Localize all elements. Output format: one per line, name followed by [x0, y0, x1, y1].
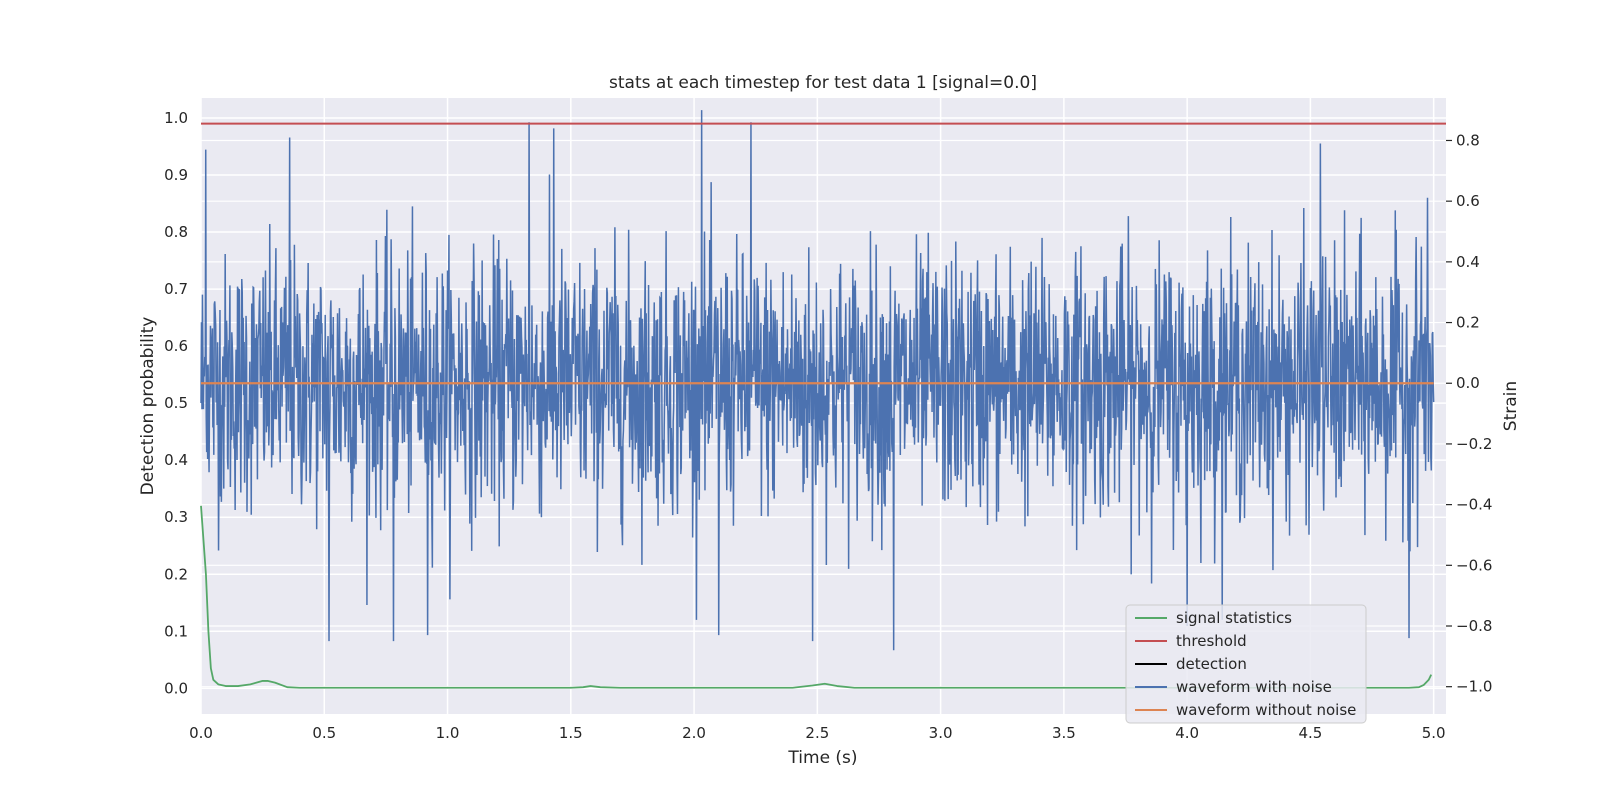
legend-label: waveform without noise [1176, 701, 1356, 719]
x-tick-label: 2.5 [805, 724, 829, 742]
y2-tick-label: 0.0 [1456, 374, 1480, 392]
y2-tick-label: 0.2 [1456, 314, 1480, 332]
legend-label: threshold [1176, 632, 1247, 650]
x-tick-label: 4.5 [1298, 724, 1322, 742]
y2-tick-label: −0.8 [1456, 617, 1492, 635]
y-tick-label: 1.0 [164, 109, 188, 127]
x-tick-label: 1.0 [436, 724, 460, 742]
x-tick-label: 5.0 [1422, 724, 1446, 742]
waveform-with-noise-line [200, 110, 1435, 651]
x-tick-label: 0.5 [312, 724, 336, 742]
y2-tick-label: 0.8 [1456, 131, 1480, 149]
y-tick-label: 0.0 [164, 679, 188, 697]
y2-axis-label: Strain [1501, 381, 1521, 431]
legend-label: detection [1176, 655, 1247, 673]
y2-tick-label: −1.0 [1456, 678, 1492, 696]
y-tick-label: 0.4 [164, 451, 188, 469]
y2-tick-label: 0.4 [1456, 253, 1480, 271]
legend-label: waveform with noise [1176, 678, 1332, 696]
legend-label: signal statistics [1176, 609, 1292, 627]
x-tick-label: 3.0 [929, 724, 953, 742]
y-tick-label: 0.6 [164, 337, 188, 355]
y2-tick-label: −0.6 [1456, 556, 1492, 574]
x-axis-label: Time (s) [787, 748, 857, 768]
legend: signal statistics threshold detection wavef… [1125, 604, 1367, 724]
y-axis-label: Detection probability [138, 317, 158, 496]
tick-labels: 0.0 0.5 1.0 1.5 2.0 2.5 3.0 3.5 4.0 4.5 5.0 0.0 0.1 0… [164, 109, 1492, 742]
y-tick-label: 0.9 [164, 166, 188, 184]
x-tick-label: 0.0 [189, 724, 213, 742]
chart-title: stats at each timestep for test data 1 [… [609, 73, 1037, 93]
y-tick-label: 0.7 [164, 280, 188, 298]
y-tick-label: 0.5 [164, 394, 188, 412]
y-tick-label: 0.8 [164, 223, 188, 241]
x-tick-label: 3.5 [1052, 724, 1076, 742]
y2-tick-label: −0.2 [1456, 435, 1492, 453]
x-tick-label: 1.5 [559, 724, 583, 742]
legend-box [1125, 604, 1367, 724]
x-tick-label: 2.0 [682, 724, 706, 742]
x-tick-label: 4.0 [1175, 724, 1199, 742]
y-tick-label: 0.3 [164, 508, 188, 526]
y2-tick-label: 0.6 [1456, 192, 1480, 210]
y2-tick-label: −0.4 [1456, 496, 1492, 514]
y-tick-label: 0.1 [164, 622, 188, 640]
y-tick-label: 0.2 [164, 565, 188, 583]
